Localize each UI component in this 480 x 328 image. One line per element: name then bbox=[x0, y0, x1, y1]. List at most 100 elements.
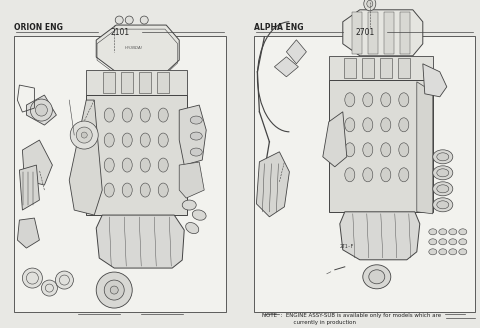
Ellipse shape bbox=[190, 116, 202, 124]
Ellipse shape bbox=[125, 16, 133, 24]
Ellipse shape bbox=[122, 158, 132, 172]
Polygon shape bbox=[384, 12, 394, 54]
Ellipse shape bbox=[140, 183, 150, 197]
Ellipse shape bbox=[459, 229, 467, 235]
Ellipse shape bbox=[140, 133, 150, 147]
Ellipse shape bbox=[190, 132, 202, 140]
Ellipse shape bbox=[437, 169, 449, 177]
Ellipse shape bbox=[364, 0, 376, 11]
Ellipse shape bbox=[23, 268, 42, 288]
Ellipse shape bbox=[81, 132, 87, 138]
Polygon shape bbox=[69, 100, 102, 215]
Ellipse shape bbox=[140, 16, 148, 24]
Ellipse shape bbox=[433, 166, 453, 180]
Ellipse shape bbox=[30, 99, 52, 121]
Ellipse shape bbox=[399, 168, 409, 182]
Polygon shape bbox=[329, 56, 433, 80]
Polygon shape bbox=[275, 57, 299, 77]
Ellipse shape bbox=[122, 133, 132, 147]
Bar bbox=[254, 36, 475, 312]
Polygon shape bbox=[340, 212, 420, 260]
Polygon shape bbox=[323, 112, 347, 167]
Ellipse shape bbox=[122, 108, 132, 122]
Ellipse shape bbox=[186, 222, 199, 234]
Ellipse shape bbox=[381, 168, 391, 182]
Text: HYUNDAI: HYUNDAI bbox=[125, 46, 143, 50]
Ellipse shape bbox=[182, 200, 196, 210]
Ellipse shape bbox=[449, 249, 457, 255]
Text: NOTE  :  ENGINE ASSY-SUB is available only for models which are
                : NOTE : ENGINE ASSY-SUB is available only… bbox=[262, 313, 441, 325]
Ellipse shape bbox=[104, 158, 114, 172]
Ellipse shape bbox=[345, 143, 355, 157]
Ellipse shape bbox=[104, 280, 124, 300]
Polygon shape bbox=[96, 215, 184, 268]
Polygon shape bbox=[179, 162, 204, 198]
Text: 2101: 2101 bbox=[110, 28, 130, 37]
Ellipse shape bbox=[437, 153, 449, 161]
Ellipse shape bbox=[190, 148, 202, 156]
Polygon shape bbox=[86, 95, 187, 215]
Ellipse shape bbox=[439, 239, 447, 245]
Ellipse shape bbox=[192, 210, 206, 220]
Polygon shape bbox=[380, 58, 392, 78]
Text: ALPHA ENG: ALPHA ENG bbox=[254, 23, 304, 32]
Polygon shape bbox=[157, 72, 169, 93]
Ellipse shape bbox=[158, 108, 168, 122]
Polygon shape bbox=[344, 58, 356, 78]
Ellipse shape bbox=[104, 108, 114, 122]
Ellipse shape bbox=[140, 108, 150, 122]
Polygon shape bbox=[23, 140, 52, 185]
Ellipse shape bbox=[381, 118, 391, 132]
Ellipse shape bbox=[381, 93, 391, 107]
Ellipse shape bbox=[363, 93, 373, 107]
Polygon shape bbox=[329, 80, 433, 212]
Ellipse shape bbox=[399, 143, 409, 157]
Ellipse shape bbox=[429, 239, 437, 245]
Text: 2701: 2701 bbox=[355, 28, 374, 37]
Ellipse shape bbox=[76, 127, 92, 143]
Ellipse shape bbox=[363, 168, 373, 182]
Ellipse shape bbox=[459, 249, 467, 255]
Polygon shape bbox=[139, 72, 151, 93]
Polygon shape bbox=[398, 58, 410, 78]
Ellipse shape bbox=[158, 133, 168, 147]
Polygon shape bbox=[17, 218, 39, 248]
Ellipse shape bbox=[439, 229, 447, 235]
Ellipse shape bbox=[429, 229, 437, 235]
Ellipse shape bbox=[345, 118, 355, 132]
Ellipse shape bbox=[96, 272, 132, 308]
Ellipse shape bbox=[449, 229, 457, 235]
Ellipse shape bbox=[459, 239, 467, 245]
Ellipse shape bbox=[345, 93, 355, 107]
Text: 2T1-F: 2T1-F bbox=[340, 244, 354, 249]
Polygon shape bbox=[96, 25, 179, 72]
Ellipse shape bbox=[399, 93, 409, 107]
Ellipse shape bbox=[433, 150, 453, 164]
Polygon shape bbox=[352, 12, 362, 54]
Ellipse shape bbox=[158, 158, 168, 172]
Ellipse shape bbox=[367, 0, 373, 7]
Ellipse shape bbox=[36, 104, 48, 116]
Ellipse shape bbox=[363, 143, 373, 157]
Polygon shape bbox=[86, 70, 187, 95]
Ellipse shape bbox=[369, 270, 385, 284]
Ellipse shape bbox=[437, 185, 449, 193]
Ellipse shape bbox=[439, 249, 447, 255]
Text: ORION ENG: ORION ENG bbox=[14, 23, 63, 32]
Ellipse shape bbox=[345, 168, 355, 182]
Ellipse shape bbox=[399, 118, 409, 132]
Ellipse shape bbox=[70, 121, 98, 149]
Ellipse shape bbox=[381, 143, 391, 157]
Polygon shape bbox=[368, 12, 378, 54]
Ellipse shape bbox=[363, 265, 391, 289]
Ellipse shape bbox=[55, 271, 73, 289]
Polygon shape bbox=[343, 10, 423, 56]
Polygon shape bbox=[121, 72, 133, 93]
Ellipse shape bbox=[115, 16, 123, 24]
Ellipse shape bbox=[140, 158, 150, 172]
Ellipse shape bbox=[437, 201, 449, 209]
Polygon shape bbox=[26, 95, 57, 125]
Ellipse shape bbox=[41, 280, 58, 296]
Ellipse shape bbox=[433, 198, 453, 212]
Ellipse shape bbox=[433, 182, 453, 196]
